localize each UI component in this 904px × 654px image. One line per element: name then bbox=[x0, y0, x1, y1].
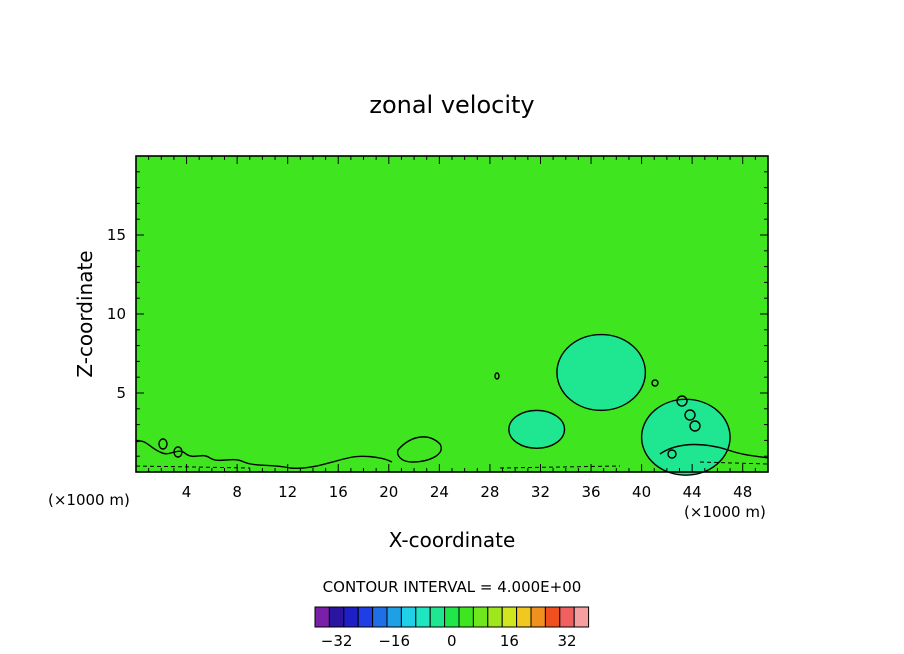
dashed-bottom-contour bbox=[135, 461, 769, 469]
colorbar-tick-label: −16 bbox=[378, 632, 410, 650]
colorbar-swatch bbox=[328, 606, 345, 628]
colorbar-tick-label: 0 bbox=[447, 632, 457, 650]
small-contour-8 bbox=[667, 449, 677, 459]
anomaly-mid-anomaly bbox=[508, 409, 566, 450]
chart-title: zonal velocity bbox=[369, 91, 534, 119]
bottom-left-contour bbox=[396, 436, 442, 463]
colorbar-swatch bbox=[501, 606, 518, 628]
colorbar-swatch bbox=[487, 606, 503, 628]
x-tick-label: 44 bbox=[683, 483, 702, 501]
small-contour-7 bbox=[689, 420, 701, 432]
x-tick-label: 24 bbox=[430, 483, 449, 501]
y-axis-ticks: 5 10 15 bbox=[107, 171, 768, 457]
colorbar-swatch bbox=[444, 606, 460, 628]
colorbar-swatch bbox=[516, 606, 532, 628]
x-tick-label: 40 bbox=[632, 483, 651, 501]
small-contour-5 bbox=[676, 395, 688, 407]
colorbar-tick-labels: −32 −16 0 16 32 bbox=[321, 632, 577, 650]
x-tick-label: 8 bbox=[232, 483, 242, 501]
x-axis-label: X-coordinate bbox=[389, 528, 516, 552]
colorbar-swatch bbox=[429, 606, 446, 628]
y-axis-label: Z-coordinate bbox=[73, 250, 97, 377]
colorbar-tick-label: 32 bbox=[557, 632, 576, 650]
x-tick-label: 48 bbox=[733, 483, 752, 501]
colorbar-swatch bbox=[314, 606, 330, 628]
x-tick-label: 20 bbox=[379, 483, 398, 501]
small-contour-1 bbox=[158, 438, 168, 450]
plot-area bbox=[135, 155, 769, 476]
colorbar-swatch bbox=[400, 606, 417, 628]
x-tick-label: 36 bbox=[581, 483, 600, 501]
colorbar-swatch bbox=[357, 606, 374, 628]
colorbar-swatch bbox=[372, 606, 388, 628]
x-tick-label: 12 bbox=[278, 483, 297, 501]
colorbar-swatch bbox=[472, 606, 489, 628]
x-tick-label: 4 bbox=[182, 483, 192, 501]
y-tick-label: 10 bbox=[107, 305, 126, 323]
colorbar-tick-label: −32 bbox=[321, 632, 353, 650]
colorbar-swatch bbox=[544, 606, 561, 628]
colorbar bbox=[314, 606, 590, 628]
x-unit-label-left: (×1000 m) bbox=[48, 491, 130, 509]
x-axis-ticks: 4 8 12 16 20 24 28 32 36 40 44 48 bbox=[148, 156, 756, 501]
right-edge-contour bbox=[659, 443, 769, 459]
colorbar-swatch bbox=[386, 606, 402, 628]
y-tick-label: 15 bbox=[107, 226, 126, 244]
surface-contour-line bbox=[135, 440, 393, 470]
x-tick-label: 28 bbox=[480, 483, 499, 501]
colorbar-swatch bbox=[530, 606, 546, 628]
colorbar-swatch bbox=[573, 606, 590, 628]
contour-interval-label: CONTOUR INTERVAL = 4.000E+00 bbox=[323, 578, 582, 596]
anomaly-right-anomaly bbox=[640, 398, 731, 476]
colorbar-swatch bbox=[415, 606, 431, 628]
small-contour-2 bbox=[173, 446, 183, 458]
anomaly-upper-anomaly bbox=[556, 333, 647, 412]
contour-features bbox=[508, 333, 731, 476]
x-tick-label: 32 bbox=[531, 483, 550, 501]
colorbar-swatch bbox=[343, 606, 359, 628]
small-contour-6 bbox=[684, 409, 696, 421]
colorbar-tick-label: 16 bbox=[500, 632, 519, 650]
y-tick-label: 5 bbox=[116, 384, 126, 402]
colorbar-swatch bbox=[559, 606, 575, 628]
colorbar-swatch bbox=[458, 606, 474, 628]
x-unit-label-right: (×1000 m) bbox=[684, 503, 766, 521]
x-tick-label: 16 bbox=[329, 483, 348, 501]
small-contour-3 bbox=[494, 372, 500, 380]
small-contour-4 bbox=[651, 379, 659, 387]
